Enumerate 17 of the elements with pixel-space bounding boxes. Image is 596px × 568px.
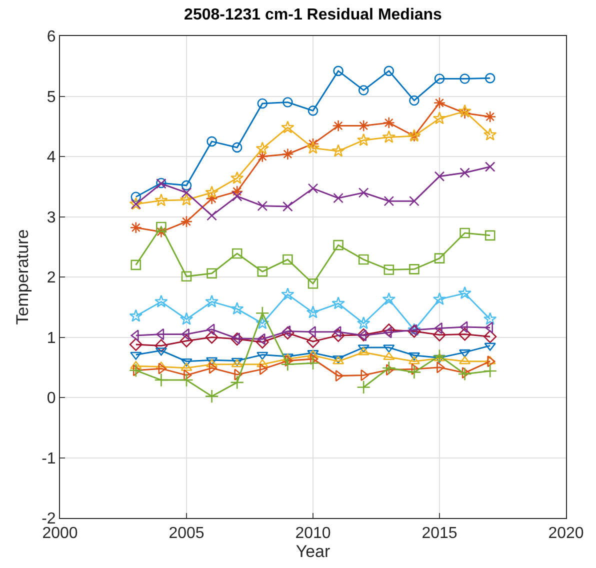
y-tick-label: 4 bbox=[46, 149, 56, 166]
y-tick-label: 1 bbox=[46, 330, 56, 347]
chart-title: 2508-1231 cm-1 Residual Medians bbox=[184, 6, 442, 24]
x-tick-label: 2015 bbox=[422, 525, 458, 542]
x-tick-label: 2005 bbox=[168, 525, 204, 542]
x-axis-title: Year bbox=[296, 542, 331, 562]
y-tick-label: -1 bbox=[42, 450, 56, 468]
y-tick-label: 2 bbox=[46, 270, 56, 287]
x-tick-label: 2000 bbox=[42, 525, 78, 542]
y-axis-title: Temperature bbox=[13, 229, 32, 325]
y-tick-label: -2 bbox=[42, 510, 56, 528]
x-tick-label: 2010 bbox=[295, 525, 331, 542]
y-tick-label: 5 bbox=[46, 88, 56, 106]
y-tick-label: 0 bbox=[46, 390, 56, 408]
x-tick-label: 2020 bbox=[548, 525, 584, 542]
y-tick-label: 6 bbox=[46, 28, 56, 46]
y-tick-label: 3 bbox=[46, 209, 56, 226]
